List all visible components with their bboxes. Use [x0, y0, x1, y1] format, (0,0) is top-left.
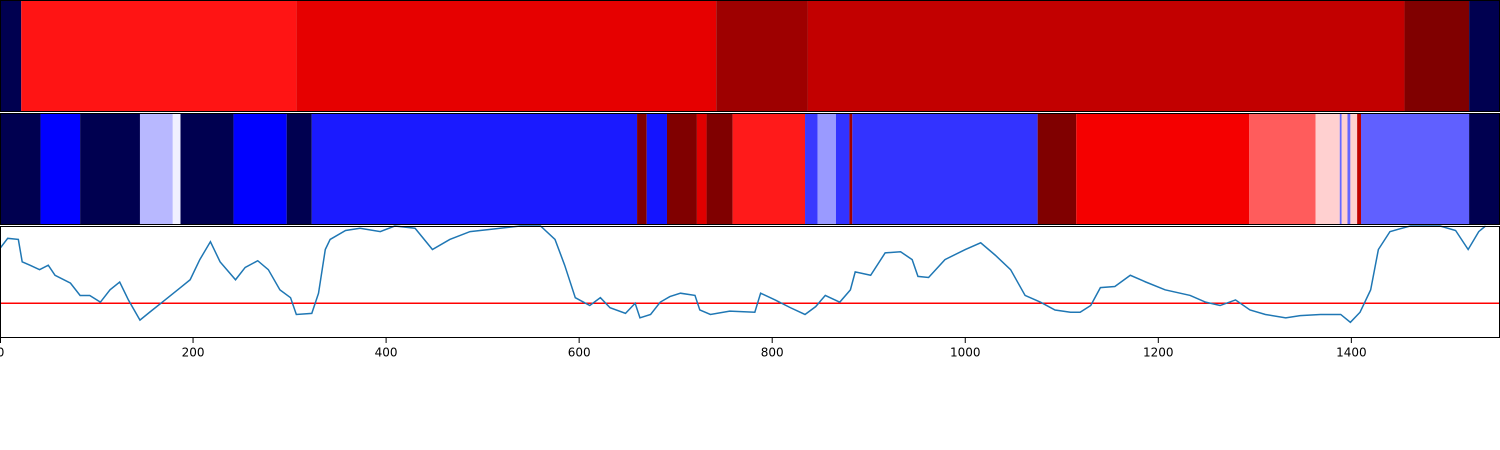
band-segment — [1350, 113, 1358, 225]
band-segment — [706, 113, 733, 225]
band-segment — [732, 113, 806, 225]
band-segment — [805, 113, 818, 225]
band-segment — [1076, 113, 1250, 225]
band-segment — [716, 0, 808, 112]
band-segment — [1315, 113, 1340, 225]
band-segment — [637, 113, 647, 225]
band-segment — [139, 113, 173, 225]
band-segment — [80, 113, 140, 225]
band-segment — [849, 113, 853, 225]
band-segment — [807, 0, 1405, 112]
x-tick-label: 400 — [375, 346, 398, 360]
line-series — [0, 225, 1486, 324]
band-segment — [180, 113, 234, 225]
band-segment — [0, 0, 22, 112]
band-segment — [21, 0, 297, 112]
panel-frame — [0, 226, 1500, 338]
band-segment — [666, 113, 697, 225]
x-tick-label: 1200 — [1143, 346, 1174, 360]
x-tick-label: 1000 — [950, 346, 981, 360]
x-tick-label: 0 — [0, 346, 4, 360]
band-segment — [1404, 0, 1470, 112]
band-segment — [817, 113, 836, 225]
band-segment — [311, 113, 638, 225]
x-tick-label: 1400 — [1336, 346, 1367, 360]
band-segment — [1469, 0, 1500, 112]
band-segment — [0, 113, 41, 225]
band-segment — [1249, 113, 1316, 225]
band-segment — [852, 113, 1038, 225]
band-segment — [172, 113, 181, 225]
x-tick-label: 200 — [182, 346, 205, 360]
x-tick-label: 800 — [761, 346, 784, 360]
band-segment — [1469, 113, 1500, 225]
band-segment — [296, 0, 717, 112]
band-segment — [835, 113, 850, 225]
band-segment — [233, 113, 287, 225]
band-segment — [40, 113, 81, 225]
band-segment — [646, 113, 667, 225]
band-segment — [1037, 113, 1077, 225]
band-segment — [696, 113, 707, 225]
band-segment — [1341, 113, 1348, 225]
band-segment — [1339, 113, 1342, 225]
band-segment — [1357, 113, 1362, 225]
x-tick-label: 600 — [568, 346, 591, 360]
band-segment — [286, 113, 312, 225]
band-segment — [1347, 113, 1351, 225]
band-segment — [1361, 113, 1470, 225]
